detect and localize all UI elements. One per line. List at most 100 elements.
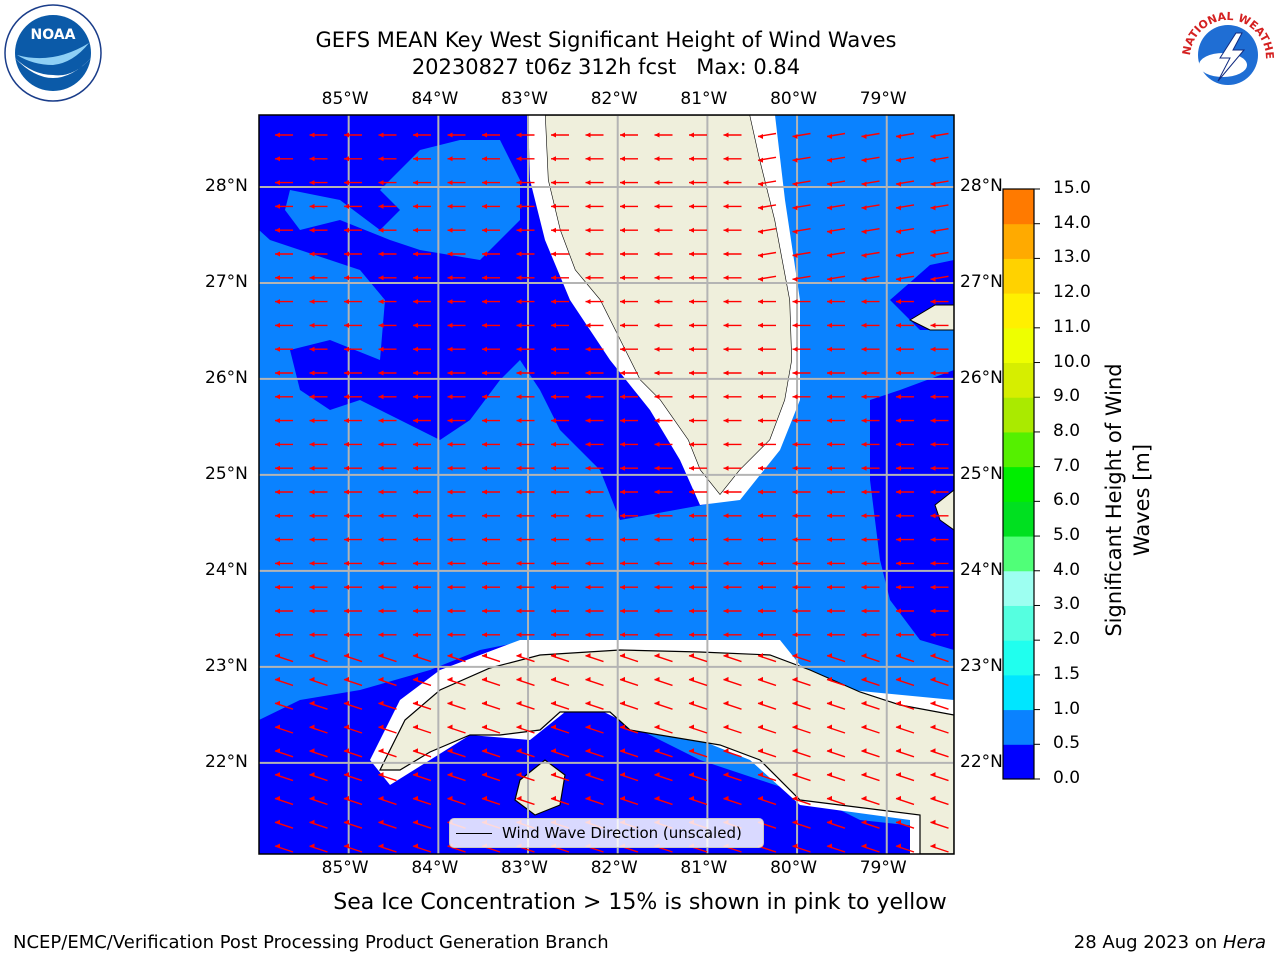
wave-arrow bbox=[482, 608, 500, 614]
wave-arrow bbox=[620, 560, 638, 566]
wave-arrow bbox=[482, 513, 500, 519]
wave-arrow bbox=[482, 632, 500, 638]
wave-arrow bbox=[620, 322, 638, 328]
wave-arrow bbox=[275, 394, 293, 400]
wave-arrow bbox=[482, 560, 500, 566]
wave-arrow bbox=[378, 795, 397, 806]
wave-arrow bbox=[482, 203, 500, 209]
colorbar bbox=[1003, 188, 1040, 780]
wave-arrow bbox=[344, 608, 362, 614]
wave-arrow bbox=[447, 132, 466, 138]
wave-arrow bbox=[275, 608, 293, 614]
wave-arrow bbox=[861, 228, 880, 235]
wave-arrow bbox=[412, 843, 432, 853]
wave-arrow bbox=[343, 819, 363, 829]
colorbar-swatch bbox=[1003, 570, 1034, 606]
wave-arrow bbox=[309, 772, 328, 782]
bahamas-land bbox=[908, 304, 954, 531]
wave-arrow bbox=[516, 203, 535, 209]
wave-arrow bbox=[689, 180, 707, 186]
wave-arrow bbox=[723, 795, 742, 806]
wave-arrow bbox=[344, 275, 362, 281]
wave-arrow bbox=[861, 251, 880, 258]
wave-arrow bbox=[412, 795, 432, 806]
wave-arrow bbox=[689, 156, 707, 162]
florida-halo bbox=[528, 115, 800, 505]
wave-arrow bbox=[930, 676, 949, 687]
wave-arrow bbox=[689, 322, 707, 328]
wave-arrow bbox=[861, 795, 880, 806]
wave-arrow bbox=[585, 676, 604, 687]
wave-arrow bbox=[723, 299, 742, 305]
wave-arrow bbox=[275, 275, 293, 281]
wave-arrow bbox=[447, 465, 466, 471]
wave-arrow bbox=[930, 228, 949, 235]
wave-arrow bbox=[551, 251, 569, 257]
wave-arrow bbox=[516, 275, 535, 281]
low-wave-region-gulf-north bbox=[259, 115, 730, 520]
wave-arrow bbox=[896, 299, 914, 305]
wave-arrow bbox=[758, 560, 776, 566]
wave-arrow bbox=[447, 394, 466, 400]
wave-arrow bbox=[861, 275, 880, 282]
colorbar-tick-label: 12.0 bbox=[1053, 282, 1091, 303]
wave-arrow bbox=[723, 676, 742, 687]
wave-arrow bbox=[482, 156, 500, 162]
wave-arrow bbox=[930, 608, 949, 614]
wave-arrow bbox=[516, 441, 535, 447]
wave-arrow bbox=[343, 748, 363, 758]
colorbar-tick-label: 13.0 bbox=[1053, 247, 1091, 268]
wave-arrow bbox=[551, 322, 569, 328]
wave-arrow bbox=[758, 489, 776, 495]
wave-arrow bbox=[551, 227, 569, 233]
wave-arrow bbox=[723, 772, 742, 782]
wave-arrow bbox=[758, 322, 776, 328]
map-legend: Wind Wave Direction (unscaled) bbox=[449, 818, 764, 848]
wave-arrow bbox=[447, 322, 466, 328]
wave-arrow bbox=[792, 322, 811, 328]
wave-arrow bbox=[585, 132, 604, 138]
wave-arrow bbox=[654, 584, 673, 590]
wave-arrow bbox=[447, 299, 466, 305]
wave-arrow bbox=[447, 203, 466, 209]
wave-arrow bbox=[930, 180, 949, 187]
wave-arrow bbox=[481, 795, 501, 806]
wave-arrow bbox=[275, 156, 293, 162]
wave-arrow bbox=[481, 748, 501, 758]
wave-arrow bbox=[930, 795, 949, 806]
wave-arrow bbox=[689, 608, 707, 614]
wave-arrow bbox=[930, 322, 949, 328]
wave-arrow bbox=[447, 180, 466, 186]
wave-arrow bbox=[654, 537, 673, 543]
wave-arrow bbox=[378, 489, 397, 495]
wave-arrow bbox=[758, 299, 776, 305]
wave-arrow bbox=[551, 418, 569, 424]
wave-arrow bbox=[827, 537, 845, 543]
wave-arrow bbox=[654, 275, 673, 281]
wave-arrow bbox=[895, 132, 915, 139]
wave-arrow bbox=[309, 394, 328, 400]
wave-arrow bbox=[688, 795, 708, 806]
colorbar-swatch bbox=[1003, 536, 1034, 572]
wave-arrow bbox=[585, 180, 604, 186]
wave-arrow bbox=[309, 537, 328, 543]
wave-arrow bbox=[895, 228, 915, 235]
wave-arrow bbox=[895, 748, 915, 758]
colorbar-swatch bbox=[1003, 327, 1034, 364]
lat-tick-label: 26°N bbox=[205, 367, 248, 388]
wave-arrow bbox=[930, 418, 949, 424]
lat-tick-label: 27°N bbox=[205, 271, 248, 292]
wave-arrow bbox=[585, 418, 604, 424]
wave-arrow bbox=[275, 489, 293, 495]
wave-arrow bbox=[620, 370, 638, 376]
wave-arrow bbox=[895, 676, 915, 687]
wave-arrow bbox=[896, 560, 914, 566]
wave-arrow bbox=[378, 156, 397, 162]
wave-arrow bbox=[896, 418, 914, 424]
wave-arrow bbox=[792, 418, 811, 424]
wave-arrow bbox=[757, 251, 777, 258]
wave-arrow bbox=[551, 203, 569, 209]
wave-arrow bbox=[895, 724, 915, 734]
wave-arrow bbox=[275, 513, 293, 519]
wave-arrow bbox=[447, 346, 466, 352]
